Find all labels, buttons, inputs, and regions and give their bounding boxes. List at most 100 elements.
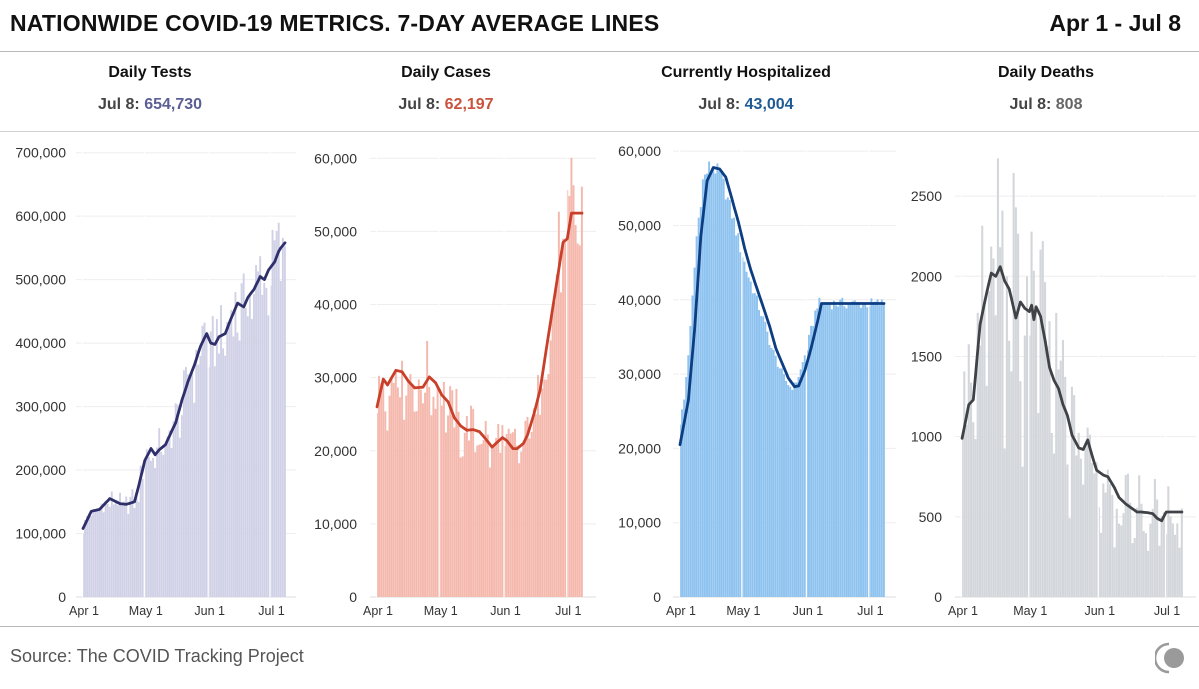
daily-bar: [168, 430, 171, 597]
daily-bar: [534, 414, 537, 597]
daily-bar: [499, 452, 502, 597]
daily-bar: [193, 402, 196, 597]
daily-bar: [774, 355, 777, 597]
y-tick-label: 10,000: [314, 516, 357, 532]
daily-bar: [826, 304, 829, 597]
daily-bar: [828, 303, 831, 597]
y-tick-label: 0: [349, 589, 357, 605]
daily-bar: [965, 424, 968, 597]
y-tick-label: 10,000: [618, 515, 661, 531]
daily-bar: [253, 294, 255, 597]
panel-header-deaths: Daily Deaths Jul 8: 808: [896, 58, 1196, 120]
daily-bar: [1126, 473, 1130, 597]
daily-bar: [1017, 233, 1020, 598]
daily-bar: [822, 304, 825, 597]
daily-bar: [801, 362, 804, 597]
daily-bar: [1113, 547, 1116, 597]
daily-bar: [480, 443, 483, 597]
daily-bar: [228, 326, 231, 597]
daily-bar: [497, 424, 500, 597]
daily-bar: [853, 300, 856, 597]
daily-bar: [388, 395, 391, 597]
daily-bar: [683, 399, 686, 597]
daily-bar: [522, 442, 525, 597]
daily-bar: [992, 258, 995, 597]
daily-bar: [685, 376, 688, 597]
daily-bar: [232, 336, 235, 597]
daily-bar: [240, 283, 243, 597]
x-tick-label: May 1: [424, 604, 458, 618]
daily-bar: [816, 308, 819, 597]
daily-bar: [791, 389, 794, 597]
y-tick-label: 1000: [911, 429, 942, 445]
daily-bar: [250, 319, 253, 597]
daily-bar: [1111, 495, 1114, 597]
daily-bar: [486, 434, 489, 597]
daily-bar: [1156, 499, 1159, 597]
daily-bar: [100, 503, 103, 597]
daily-bar: [760, 316, 763, 597]
daily-bar: [112, 504, 115, 597]
daily-bar: [482, 440, 485, 597]
daily-bar: [424, 392, 427, 597]
daily-bar: [1079, 458, 1082, 597]
daily-bar: [818, 297, 821, 597]
daily-bar: [1093, 473, 1096, 597]
daily-bar: [849, 304, 852, 597]
daily-bar: [102, 512, 105, 597]
daily-bar: [180, 415, 183, 597]
daily-bar: [447, 415, 450, 597]
daily-bar: [1075, 455, 1078, 597]
x-tick-label: Jun 1: [490, 604, 521, 618]
daily-bar: [1135, 507, 1139, 597]
chart-daily-deaths: 0 500 1000 1500 2000 2500 Apr 1 May 1 Jun 1 Jul 1: [911, 140, 1196, 618]
daily-bar: [162, 454, 165, 597]
daily-bar: [793, 382, 796, 597]
daily-bar: [150, 460, 152, 597]
daily-bar: [574, 225, 577, 598]
daily-bar: [137, 501, 140, 597]
daily-bar: [1066, 464, 1069, 597]
daily-bar: [108, 506, 111, 597]
daily-bar: [281, 237, 284, 597]
panel-latest-value: Jul 8: 654,730: [0, 90, 300, 120]
daily-bar: [209, 331, 212, 597]
daily-bar: [211, 316, 214, 597]
daily-bar: [213, 366, 216, 597]
daily-bar: [1039, 249, 1042, 597]
daily-bar: [751, 293, 754, 597]
daily-bar: [1120, 525, 1123, 597]
daily-bar: [422, 403, 424, 597]
daily-bar: [1001, 210, 1004, 597]
daily-bar: [568, 196, 571, 597]
daily-bar: [501, 425, 504, 597]
daily-bar: [1005, 276, 1008, 597]
daily-bar: [94, 510, 97, 597]
daily-bar: [862, 303, 865, 597]
daily-bar: [1059, 360, 1062, 597]
daily-bar: [716, 163, 719, 597]
daily-bar: [699, 207, 702, 597]
daily-bar: [1133, 537, 1136, 597]
daily-bar: [1104, 492, 1107, 597]
daily-bar: [380, 383, 383, 597]
panel-title: Daily Cases: [401, 64, 491, 81]
daily-bar: [864, 302, 867, 597]
daily-bar: [88, 513, 91, 597]
y-tick-label: 2500: [911, 188, 942, 204]
daily-bar: [1086, 427, 1089, 597]
daily-bar: [803, 355, 806, 597]
daily-bar: [1021, 466, 1024, 597]
daily-bar: [695, 236, 698, 598]
y-tick-label: 300,000: [15, 399, 66, 415]
daily-bar: [417, 379, 420, 597]
daily-bar: [789, 386, 792, 597]
daily-bar: [509, 433, 512, 597]
daily-bar: [785, 380, 788, 597]
daily-bar: [1084, 443, 1087, 597]
daily-bar: [511, 432, 514, 597]
x-tick-label: Jun 1: [793, 604, 824, 618]
daily-bar: [749, 281, 752, 597]
daily-bar: [808, 334, 810, 597]
daily-bar: [273, 240, 276, 597]
